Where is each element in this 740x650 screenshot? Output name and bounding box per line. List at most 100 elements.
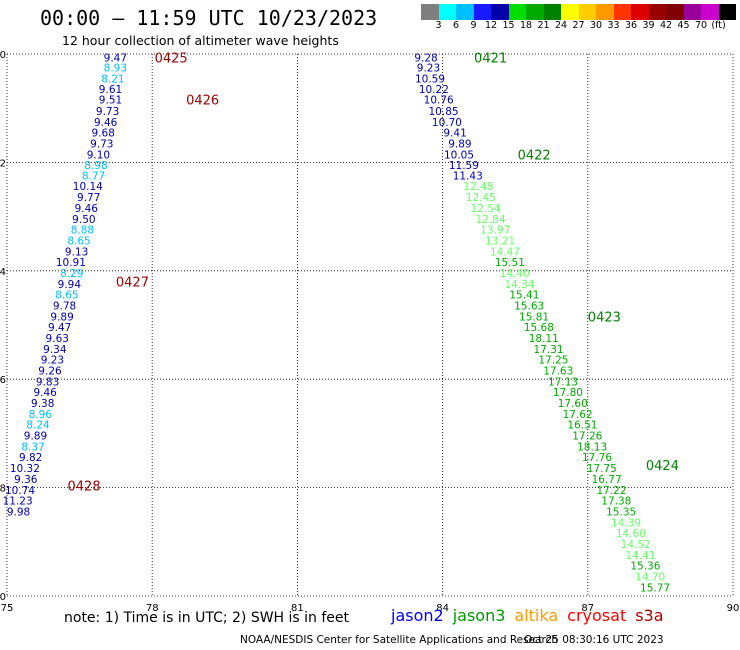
footer-credit: NOAA/NESDIS Center for Satellite Applica… [240,634,558,646]
data-point-label: 11.59 [449,160,479,172]
y-tick-label: -30 [0,50,6,61]
data-point-label: 10.32 [10,463,40,475]
data-point-label: 9.41 [443,128,466,140]
chart-subtitle: 12 hour collection of altimeter wave hei… [62,33,339,48]
data-point-label: 14.60 [616,528,646,540]
chart-title: 00:00 – 11:59 UTC 10/23/2023 [40,6,378,30]
data-point-label: 14.39 [611,517,641,529]
data-point-label: 9.28 [414,52,437,64]
data-point-label: 15.81 [519,311,549,323]
color-scale-labels: 3 6 9 12 15 18 21 24 27 30 33 36 39 42 45 70 (ft) [421,20,740,34]
x-tick-label: 75 [1,603,14,614]
data-point-label: 8.88 [71,225,94,237]
color-swatch-11 [613,4,631,20]
data-point-label: 12.45 [466,192,496,204]
data-point-label: 9.98 [7,506,30,518]
x-tick-label: 90 [727,603,740,614]
data-point-label: 14.70 [635,571,665,583]
legend-item-cryosat: cryosat [567,606,627,625]
data-point-label: 9.78 [53,300,76,312]
data-point-label: 17.38 [601,496,631,508]
data-point-label: 9.77 [77,192,100,204]
data-point-label: 17.62 [563,409,593,421]
data-point-label: 9.63 [46,333,69,345]
color-scale-label: 36 [624,20,638,31]
data-point-label: 17.60 [558,398,588,410]
legend-item-s3a: s3a [635,606,664,625]
time-label: 0421 [474,51,507,66]
data-point-label: 13.21 [485,235,515,247]
data-point-label: 9.47 [104,52,127,64]
color-swatch-12 [631,4,649,20]
time-label: 0428 [68,479,101,494]
legend-item-altika: altika [514,606,559,625]
y-tick-label: -32 [0,158,6,169]
data-point-label: 9.73 [96,106,119,118]
data-point-label: 8.98 [84,160,107,172]
data-point-label: 9.89 [448,138,471,150]
data-point-label: 12.84 [475,214,505,226]
color-scale-label: 27 [572,20,585,31]
data-point-label: 15.41 [509,290,539,302]
satellite-legend: jason2 jason3 altika cryosat s3a [391,606,673,625]
data-point-label: 17.25 [538,355,568,367]
color-scale-bar [421,4,736,20]
data-point-label: 9.47 [48,322,71,334]
data-point-label: 14.40 [500,268,530,280]
color-swatch-13 [648,4,666,20]
color-scale-label: 9 [470,20,477,31]
color-swatch-10 [596,4,614,20]
data-point-label: 10.85 [429,106,459,118]
data-point-label: 10.91 [56,257,86,269]
data-point-label: 9.23 [417,63,440,75]
data-point-label: 15.36 [630,561,660,573]
x-tick-label: 78 [146,603,159,614]
color-scale-label: 3 [435,20,442,31]
color-swatch-2 [456,4,474,20]
data-point-label: 9.68 [92,128,115,140]
data-point-label: 9.23 [41,355,64,367]
data-point-label: 17.13 [548,376,578,388]
data-point-label: 9.82 [19,452,42,464]
color-scale-label: 70 [694,20,708,31]
y-tick-label: -40 [0,592,6,603]
color-scale-label: 42 [659,20,673,31]
time-label: 0427 [116,276,149,291]
data-point-label: 8.93 [104,63,127,75]
time-label: 0426 [186,94,219,109]
data-point-label: 10.22 [419,84,449,96]
color-scale-label: 15 [502,20,515,31]
data-point-label: 10.74 [5,485,35,497]
data-point-label: 15.77 [640,582,670,594]
legend-item-jason3: jason3 [452,606,506,625]
data-point-label: 8.65 [55,290,78,302]
data-point-label: 16.51 [567,420,597,432]
color-scale-label: 12 [484,20,498,31]
data-point-label: 9.51 [99,95,122,107]
color-swatch-9 [578,4,596,20]
color-swatch-15 [683,4,701,20]
data-point-label: 12.48 [463,181,493,193]
data-point-label: 9.94 [58,279,82,291]
color-swatch-6 [526,4,544,20]
data-point-label: 9.36 [14,474,38,486]
color-swatch-0 [421,4,439,20]
data-point-label: 18.11 [529,333,559,345]
data-point-label: 9.34 [43,344,67,356]
data-point-label: 14.34 [504,279,534,291]
data-point-label: 15.51 [495,257,525,269]
data-point-label: 9.89 [24,431,47,443]
color-scale-label: 21 [537,20,550,31]
color-scale-label: 6 [452,20,460,31]
data-point-label: 10.14 [73,181,103,193]
color-swatch-4 [491,4,509,20]
data-point-label: 9.13 [65,246,88,258]
y-tick-label: -34 [0,267,6,278]
color-swatch-14 [666,4,684,20]
data-point-label: 9.50 [72,214,95,226]
data-point-label: 17.22 [596,485,626,497]
color-swatch-1 [438,4,456,20]
data-point-label: 15.63 [514,300,544,312]
data-point-label: 14.47 [490,246,520,258]
